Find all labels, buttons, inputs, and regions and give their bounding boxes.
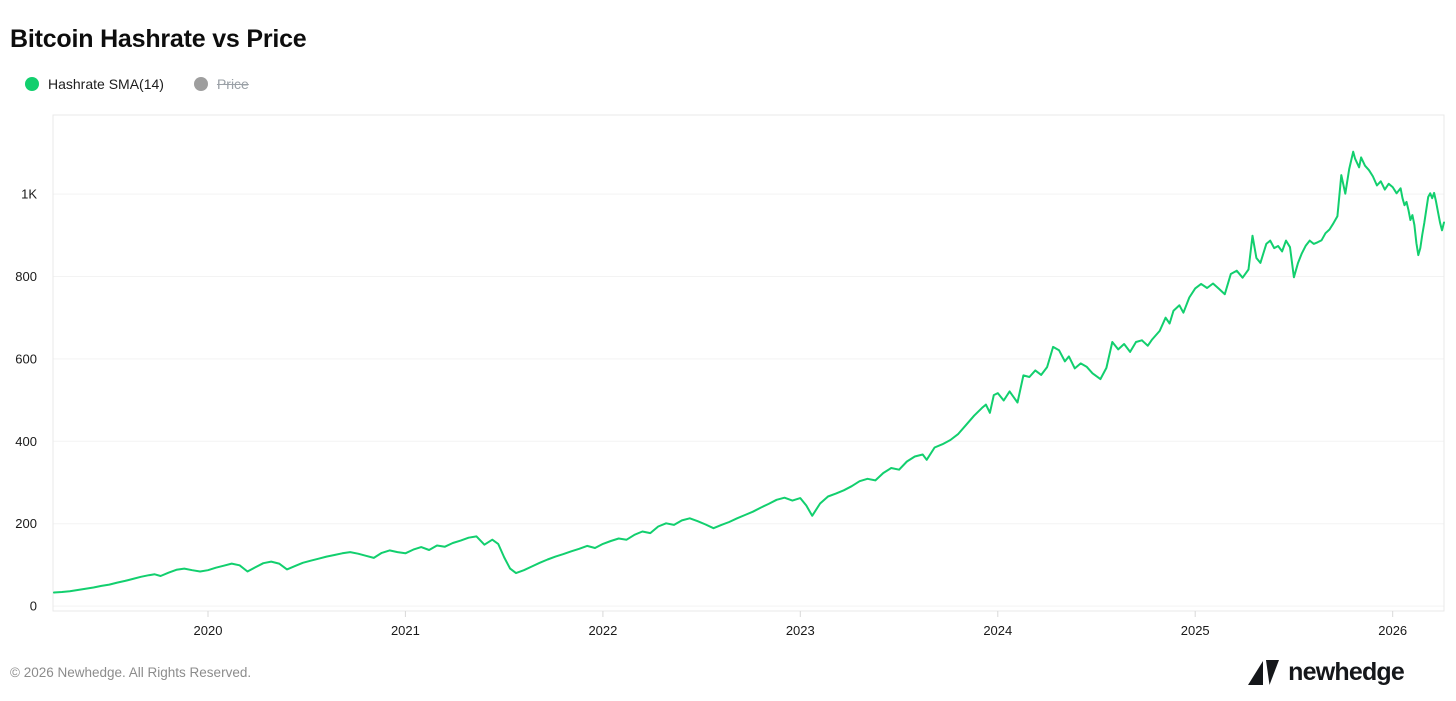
svg-text:2022: 2022 bbox=[588, 623, 617, 638]
svg-text:1K: 1K bbox=[21, 187, 37, 202]
svg-text:2026: 2026 bbox=[1378, 623, 1407, 638]
page-title: Bitcoin Hashrate vs Price bbox=[10, 25, 307, 53]
chart-legend: Hashrate SMA(14) Price bbox=[25, 76, 249, 92]
svg-text:2020: 2020 bbox=[194, 623, 223, 638]
legend-item-price[interactable]: Price bbox=[193, 76, 249, 92]
newhedge-logo-icon bbox=[1248, 659, 1280, 685]
hashrate-vs-price-chart[interactable]: 0 200 400 600 800 1K 2020 2021 2022 2023 2024 2025 2… bbox=[0, 108, 1456, 648]
svg-text:0: 0 bbox=[30, 599, 37, 614]
hashrate-series-swatch-icon bbox=[25, 77, 39, 91]
svg-text:2023: 2023 bbox=[786, 623, 815, 638]
svg-text:600: 600 bbox=[15, 351, 37, 366]
price-series-swatch-icon bbox=[193, 77, 208, 91]
copyright-text: © 2026 Newhedge. All Rights Reserved. bbox=[10, 664, 252, 680]
svg-text:400: 400 bbox=[15, 434, 37, 449]
svg-text:800: 800 bbox=[15, 269, 37, 284]
legend-item-label: Price bbox=[216, 76, 249, 92]
legend-item-hashrate[interactable]: Hashrate SMA(14) bbox=[25, 76, 164, 92]
svg-text:2024: 2024 bbox=[983, 623, 1012, 638]
footer: © 2026 Newhedge. All Rights Reserved. ne… bbox=[10, 652, 1446, 692]
brand-name: newhedge bbox=[1288, 657, 1405, 686]
legend-item-label: Hashrate SMA(14) bbox=[48, 76, 164, 92]
chart-canvas[interactable]: 0 200 400 600 800 1K 2020 2021 2022 2023 2024 2025 2… bbox=[0, 108, 1456, 648]
newhedge-logo: newhedge bbox=[1248, 657, 1405, 687]
svg-text:2021: 2021 bbox=[391, 623, 420, 638]
svg-text:200: 200 bbox=[15, 516, 37, 531]
svg-text:2025: 2025 bbox=[1181, 623, 1210, 638]
